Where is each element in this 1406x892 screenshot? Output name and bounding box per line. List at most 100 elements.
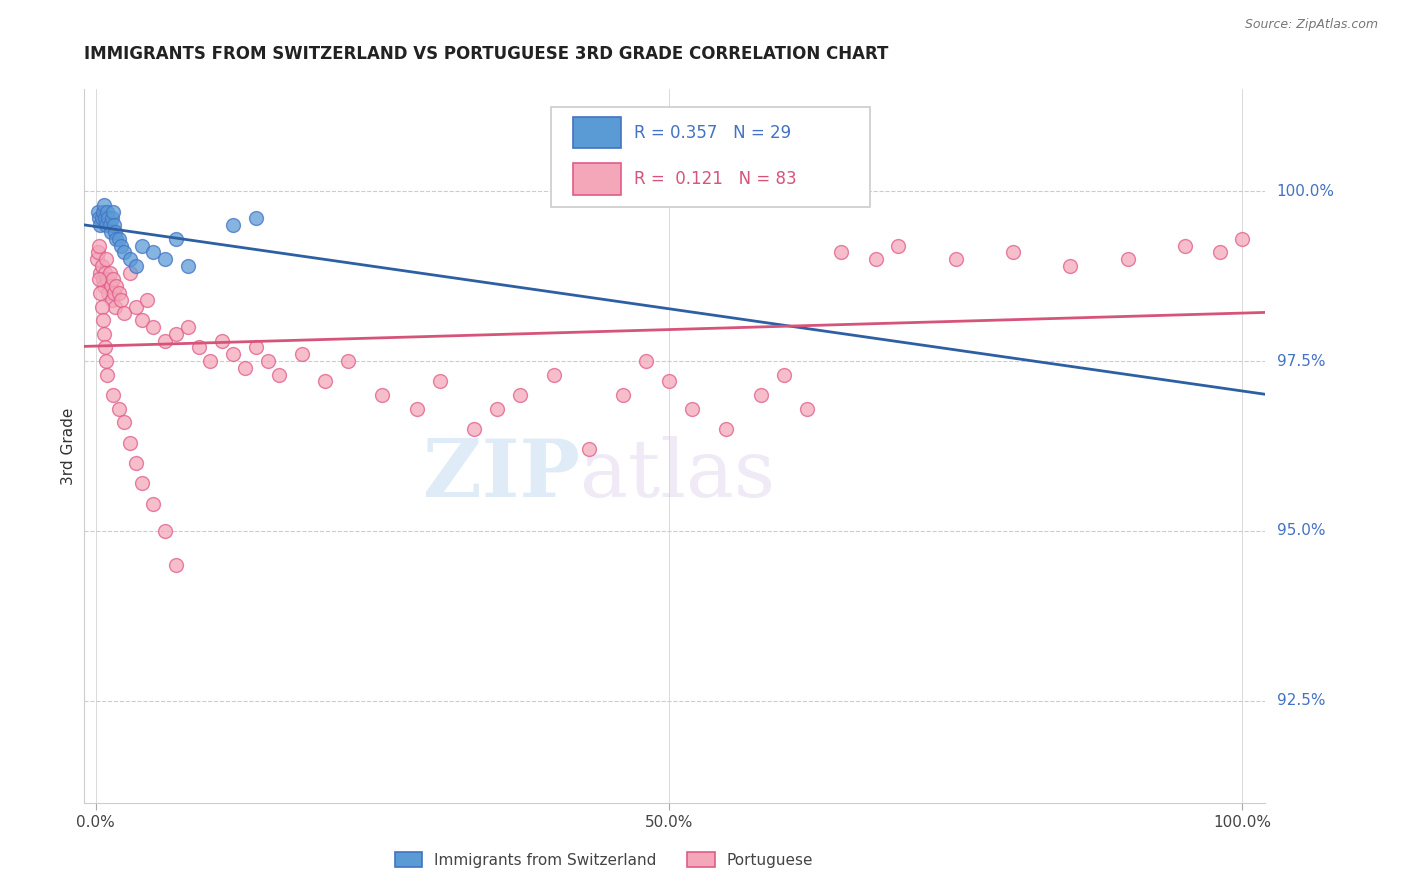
Point (125, 300, 148, 314)
Text: 97.5%: 97.5% (1277, 353, 1324, 368)
Point (100, 279, 122, 293)
Text: 100.0%: 100.0% (1277, 184, 1334, 199)
Point (256, 354, 278, 368)
Point (93, 326, 115, 341)
Text: Source: ZipAtlas.com: Source: ZipAtlas.com (1244, 18, 1378, 31)
Point (612, 388, 634, 402)
Point (90, 259, 112, 273)
Point (1059, 259, 1081, 273)
Point (89, 266, 111, 280)
Point (96, 368, 118, 382)
Point (222, 347, 245, 361)
Point (120, 252, 142, 266)
Point (830, 245, 852, 260)
Point (107, 401, 129, 416)
Point (486, 401, 509, 416)
Point (1174, 238, 1197, 252)
Point (131, 238, 153, 252)
Text: IMMIGRANTS FROM SWITZERLAND VS PORTUGUESE 3RD GRADE CORRELATION CHART: IMMIGRANTS FROM SWITZERLAND VS PORTUGUES… (84, 45, 889, 62)
Point (101, 211, 124, 226)
Point (1208, 245, 1230, 260)
FancyBboxPatch shape (574, 163, 620, 194)
Point (245, 211, 267, 226)
Point (233, 360, 256, 375)
Point (93, 279, 115, 293)
Point (89, 218, 111, 232)
Point (105, 232, 128, 246)
Point (222, 218, 245, 232)
Text: atlas: atlas (581, 435, 776, 514)
Point (578, 442, 600, 457)
Point (98, 218, 121, 232)
Point (165, 326, 187, 341)
Point (153, 524, 176, 538)
Point (509, 388, 531, 402)
FancyBboxPatch shape (551, 107, 870, 207)
Point (101, 293, 124, 307)
Point (153, 252, 176, 266)
Point (96, 272, 118, 286)
Point (101, 204, 124, 219)
Point (94, 354, 117, 368)
Point (371, 388, 394, 402)
Text: ZIP: ZIP (423, 435, 581, 514)
Text: R = 0.357   N = 29: R = 0.357 N = 29 (634, 124, 790, 142)
Point (337, 354, 360, 368)
Text: 92.5%: 92.5% (1277, 693, 1324, 708)
Point (86, 252, 108, 266)
Point (114, 245, 136, 260)
Point (103, 218, 125, 232)
Point (104, 225, 127, 239)
Point (97, 211, 120, 226)
Point (93, 198, 115, 212)
Point (291, 347, 314, 361)
Point (107, 232, 129, 246)
Point (97, 286, 120, 301)
Point (89, 272, 111, 286)
Point (865, 252, 887, 266)
Point (90, 211, 112, 226)
Point (94, 218, 117, 232)
Point (125, 259, 148, 273)
Point (245, 341, 267, 355)
Point (136, 293, 159, 307)
Point (105, 279, 128, 293)
Point (91, 204, 114, 219)
Legend: Immigrants from Switzerland, Portuguese: Immigrants from Switzerland, Portuguese (388, 846, 820, 873)
Point (716, 422, 738, 436)
Point (94, 266, 117, 280)
Point (98, 266, 121, 280)
Point (176, 320, 198, 334)
Point (104, 300, 127, 314)
Point (110, 293, 132, 307)
Point (463, 422, 485, 436)
Point (543, 368, 565, 382)
Point (89, 211, 111, 226)
Point (120, 435, 142, 450)
Point (87, 245, 110, 260)
Point (103, 286, 125, 301)
Point (120, 266, 142, 280)
Point (406, 401, 429, 416)
Point (91, 313, 114, 327)
Point (945, 252, 967, 266)
Point (636, 354, 658, 368)
Point (96, 204, 118, 219)
Point (211, 334, 233, 348)
Point (749, 388, 772, 402)
Point (94, 211, 117, 226)
Point (94, 341, 117, 355)
Point (1232, 232, 1254, 246)
Y-axis label: 3rd Grade: 3rd Grade (60, 408, 76, 484)
FancyBboxPatch shape (574, 117, 620, 148)
Point (176, 259, 198, 273)
Point (200, 354, 222, 368)
Point (100, 225, 122, 239)
Point (658, 375, 681, 389)
Point (114, 415, 136, 429)
Point (125, 456, 148, 470)
Point (91, 272, 114, 286)
Point (429, 375, 451, 389)
Point (772, 368, 794, 382)
Point (110, 238, 132, 252)
